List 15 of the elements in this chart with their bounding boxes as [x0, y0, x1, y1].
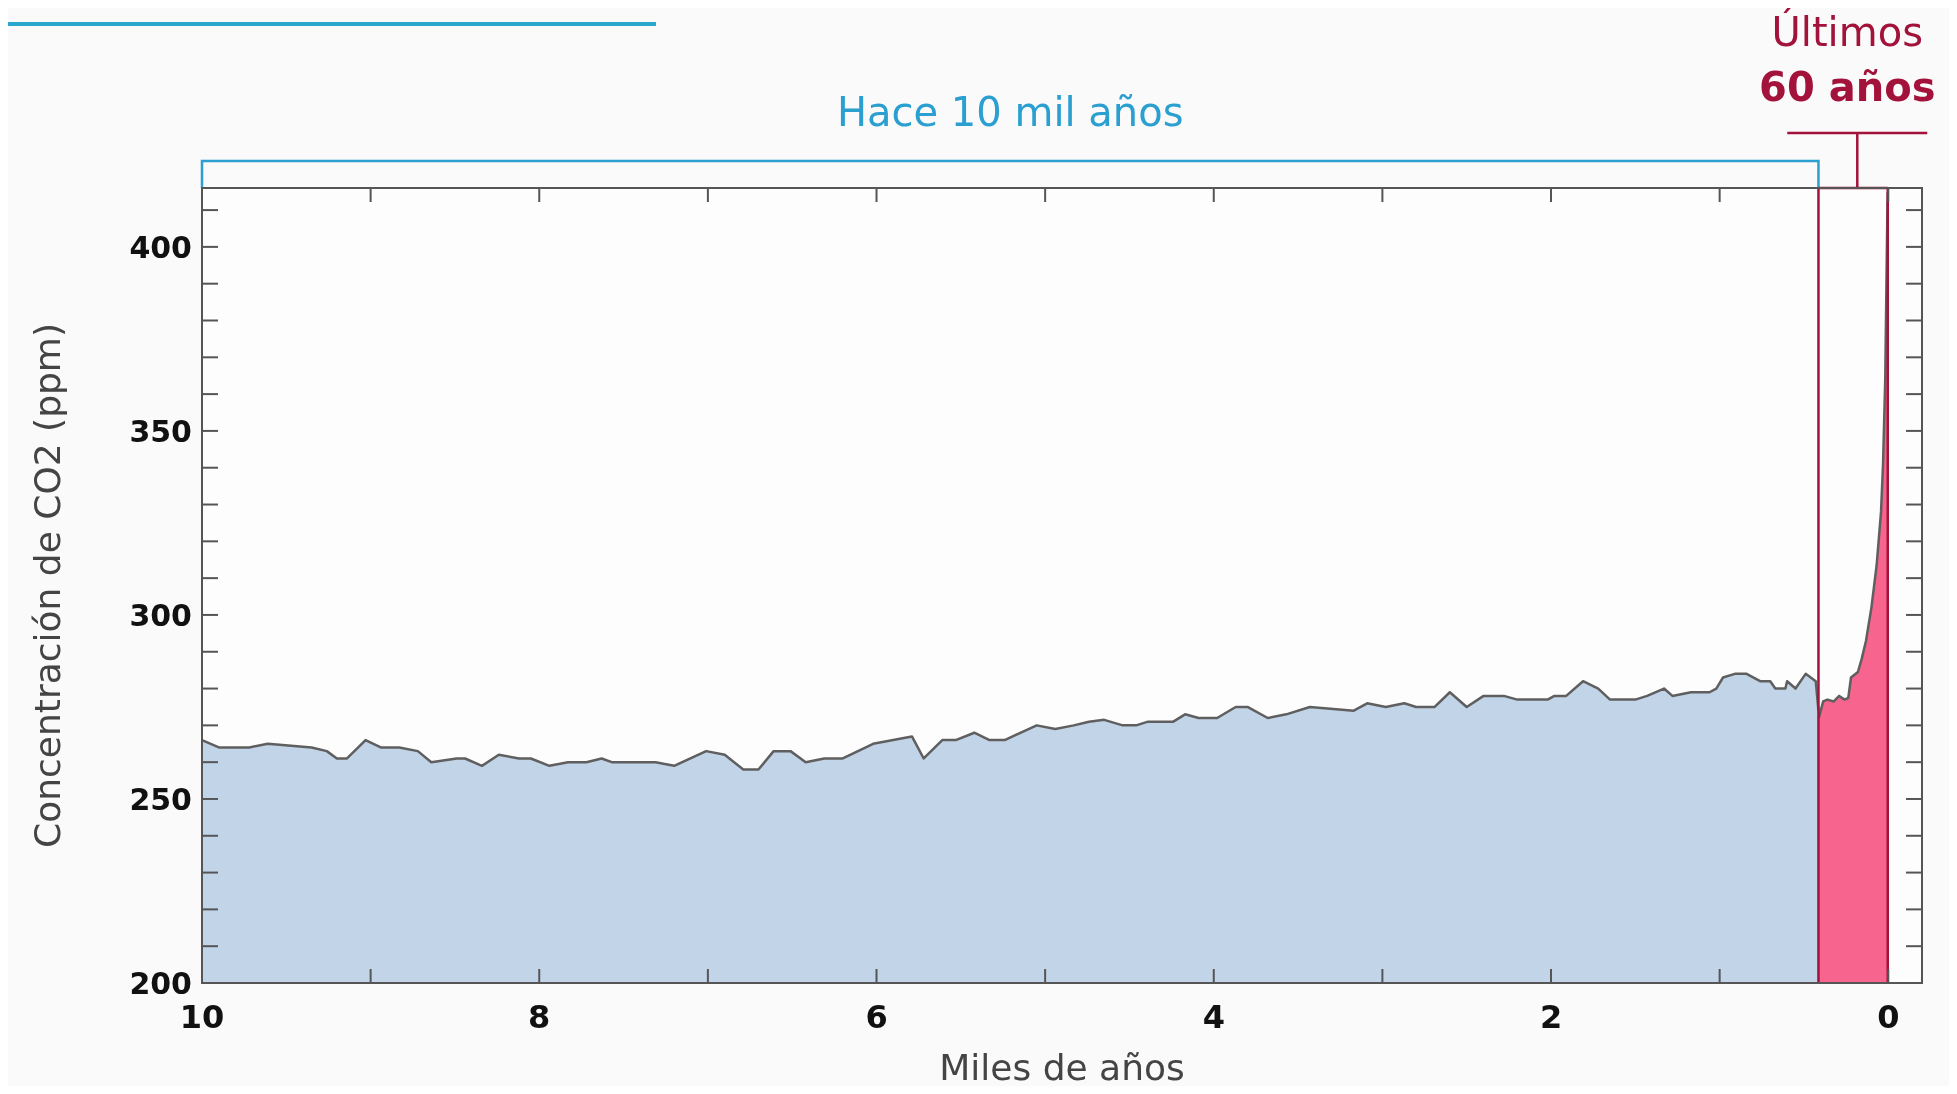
y-tick-label: 200 — [129, 966, 192, 1001]
x-tick-label: 4 — [1202, 998, 1225, 1036]
x-tick-label: 10 — [179, 998, 225, 1036]
y-axis-title: Concentración de CO2 (ppm) — [27, 323, 68, 848]
x-tick-label: 0 — [1877, 998, 1900, 1036]
text: Últimos 60 años — [1759, 8, 1936, 110]
x-tick-label: 6 — [865, 998, 888, 1036]
x-tick-label: 8 — [528, 998, 551, 1036]
y-tick-label: 350 — [129, 413, 192, 449]
y-tick-label: 300 — [129, 597, 192, 633]
text: Hace 10 mil años — [836, 89, 1184, 135]
y-tick-label: 250 — [129, 781, 192, 817]
y-tick-label: 400 — [129, 229, 192, 265]
x-axis-title: Miles de años — [939, 1047, 1185, 1088]
x-tick-label: 2 — [1539, 998, 1563, 1036]
